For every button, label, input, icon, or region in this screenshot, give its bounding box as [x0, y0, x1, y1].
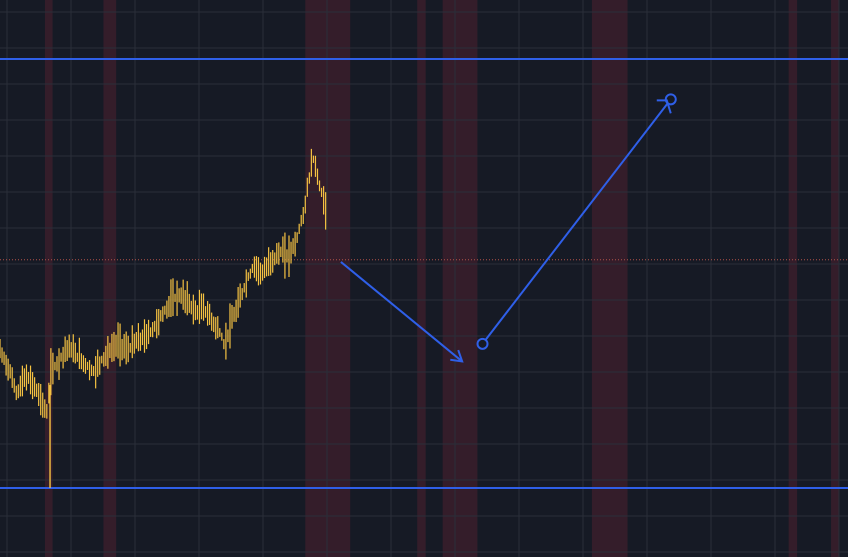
session-band — [417, 0, 426, 557]
anchor-handle-start[interactable] — [476, 337, 489, 350]
arrowhead — [656, 99, 672, 114]
session-band — [103, 0, 117, 557]
arrowhead — [450, 349, 464, 363]
session-band — [442, 0, 478, 557]
projection-down-leg[interactable] — [340, 261, 463, 363]
session-band — [305, 0, 351, 557]
projection-drawing[interactable] — [340, 93, 677, 363]
price-bars — [0, 148, 327, 488]
session-band — [44, 0, 53, 557]
projection-up-leg[interactable] — [484, 102, 669, 341]
horizontal-levels[interactable] — [0, 58, 848, 489]
session-bands — [44, 0, 840, 557]
session-band — [788, 0, 798, 557]
session-band — [831, 0, 840, 557]
session-band — [591, 0, 628, 557]
